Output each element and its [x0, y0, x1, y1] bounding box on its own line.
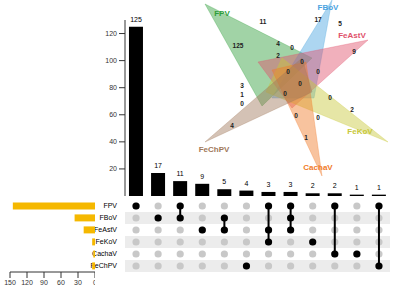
- svg-text:5: 5: [222, 178, 226, 185]
- svg-text:FeChPV: FeChPV: [199, 145, 230, 154]
- svg-text:125: 125: [233, 42, 244, 49]
- svg-text:3: 3: [240, 82, 244, 89]
- svg-text:3: 3: [267, 181, 271, 188]
- svg-text:0: 0: [93, 279, 95, 285]
- svg-text:30: 30: [74, 279, 82, 285]
- svg-text:0: 0: [294, 112, 298, 119]
- svg-text:1: 1: [377, 184, 381, 191]
- svg-text:80: 80: [109, 84, 117, 91]
- svg-text:FBoV: FBoV: [99, 214, 117, 221]
- svg-text:3: 3: [289, 181, 293, 188]
- svg-text:FeKoV: FeKoV: [347, 127, 373, 136]
- svg-text:FeKoV: FeKoV: [96, 238, 118, 245]
- svg-text:CachaV: CachaV: [303, 163, 333, 172]
- svg-text:0: 0: [283, 90, 287, 97]
- svg-text:0: 0: [300, 58, 304, 65]
- svg-text:FPV: FPV: [214, 9, 230, 18]
- svg-text:2: 2: [276, 52, 280, 59]
- svg-text:40: 40: [109, 138, 117, 145]
- svg-text:0: 0: [240, 100, 244, 107]
- svg-text:60: 60: [109, 111, 117, 118]
- svg-text:FeChPV: FeChPV: [91, 262, 118, 269]
- svg-text:0: 0: [316, 114, 320, 121]
- svg-text:FeAstV: FeAstV: [94, 226, 117, 233]
- svg-text:9: 9: [352, 48, 356, 55]
- svg-text:120: 120: [105, 30, 117, 37]
- svg-text:5: 5: [338, 20, 342, 27]
- svg-text:1: 1: [240, 91, 244, 98]
- svg-text:CachaV: CachaV: [92, 250, 117, 257]
- svg-text:20: 20: [109, 165, 117, 172]
- svg-text:0: 0: [290, 44, 294, 51]
- svg-text:11: 11: [177, 170, 184, 177]
- svg-text:0: 0: [316, 68, 320, 75]
- svg-text:FeAstV: FeAstV: [338, 31, 366, 40]
- svg-text:2: 2: [350, 106, 354, 113]
- svg-text:2: 2: [333, 182, 337, 189]
- svg-text:0: 0: [286, 68, 290, 75]
- svg-text:90: 90: [40, 279, 48, 285]
- svg-text:125: 125: [130, 16, 142, 23]
- svg-text:1: 1: [304, 134, 308, 141]
- svg-text:FBoV: FBoV: [318, 3, 340, 12]
- svg-text:9: 9: [200, 173, 204, 180]
- svg-text:4: 4: [230, 122, 234, 129]
- svg-text:60: 60: [57, 279, 65, 285]
- svg-text:FPV: FPV: [103, 202, 117, 209]
- svg-text:1: 1: [355, 184, 359, 191]
- svg-text:4: 4: [244, 180, 248, 187]
- svg-text:11: 11: [260, 18, 267, 25]
- svg-text:4: 4: [276, 40, 280, 47]
- svg-text:120: 120: [21, 279, 33, 285]
- svg-text:17: 17: [314, 16, 322, 23]
- svg-text:150: 150: [8, 279, 16, 285]
- svg-text:2: 2: [311, 182, 315, 189]
- svg-text:17: 17: [154, 162, 162, 169]
- svg-text:100: 100: [105, 57, 117, 64]
- svg-text:0: 0: [328, 94, 332, 101]
- svg-text:0: 0: [298, 80, 302, 87]
